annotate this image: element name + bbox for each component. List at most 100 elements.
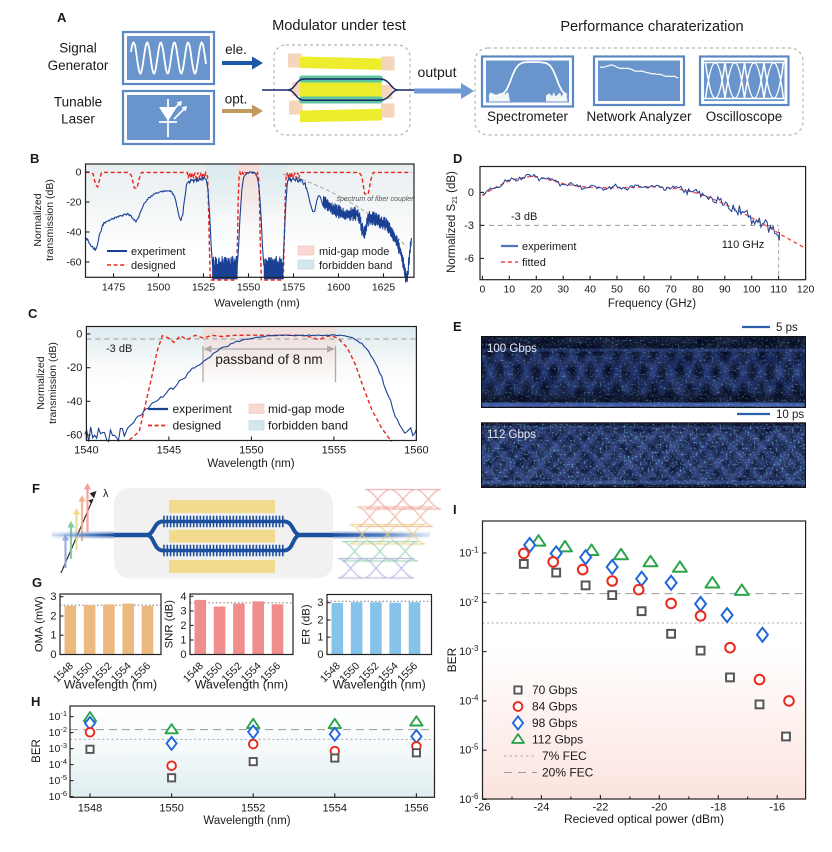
svg-text:1475: 1475: [102, 281, 126, 293]
svg-text:D: D: [453, 151, 462, 166]
svg-text:1550: 1550: [237, 281, 261, 293]
svg-text:-60: -60: [66, 257, 81, 269]
svg-text:70 Gbps: 70 Gbps: [532, 683, 577, 697]
svg-text:80: 80: [692, 284, 704, 296]
svg-text:100: 100: [743, 284, 761, 296]
svg-text:1548: 1548: [78, 802, 102, 814]
svg-text:E: E: [453, 319, 462, 334]
svg-text:2: 2: [50, 611, 56, 623]
svg-text:forbidden band: forbidden band: [268, 419, 348, 433]
svg-text:1525: 1525: [192, 281, 216, 293]
svg-text:3: 3: [180, 605, 186, 617]
svg-text:20: 20: [530, 284, 542, 296]
svg-text:transmission (dB): transmission (dB): [44, 179, 56, 261]
svg-text:experiment: experiment: [522, 241, 576, 253]
svg-text:passband of 8 nm: passband of 8 nm: [215, 352, 322, 367]
svg-text:Signal: Signal: [59, 41, 97, 56]
svg-text:0: 0: [180, 649, 186, 661]
svg-text:Spectrometer: Spectrometer: [487, 109, 569, 124]
svg-text:ele.: ele.: [225, 42, 247, 57]
svg-text:Laser: Laser: [61, 112, 95, 127]
svg-text:spectrum of fiber coupler: spectrum of fiber coupler: [336, 196, 414, 203]
svg-text:1500: 1500: [147, 281, 171, 293]
svg-text:Wavelength (nm): Wavelength (nm): [64, 678, 157, 692]
svg-text:-24: -24: [533, 802, 549, 814]
svg-text:7% FEC: 7% FEC: [542, 749, 587, 763]
svg-text:1: 1: [50, 630, 56, 642]
svg-text:ER (dB): ER (dB): [301, 604, 313, 644]
svg-text:3: 3: [317, 597, 323, 609]
svg-text:1575: 1575: [282, 281, 306, 293]
svg-text:BER: BER: [31, 739, 43, 763]
svg-text:0: 0: [50, 649, 56, 661]
svg-text:output: output: [418, 64, 457, 80]
svg-text:opt.: opt.: [225, 92, 248, 107]
svg-text:-22: -22: [592, 802, 608, 814]
svg-text:designed: designed: [131, 260, 176, 272]
svg-text:1556: 1556: [404, 802, 428, 814]
svg-text:-3: -3: [464, 220, 474, 232]
svg-text:2: 2: [180, 620, 186, 632]
svg-text:SNR (dB): SNR (dB): [164, 600, 176, 649]
svg-text:-20: -20: [66, 197, 81, 209]
svg-text:-20: -20: [651, 802, 667, 814]
svg-text:10 ps: 10 ps: [776, 409, 804, 421]
svg-text:40: 40: [584, 284, 596, 296]
svg-text:designed: designed: [173, 419, 222, 433]
svg-text:112 Gbps: 112 Gbps: [532, 733, 583, 747]
svg-text:1555: 1555: [322, 445, 346, 457]
svg-text:1550: 1550: [159, 802, 183, 814]
svg-text:30: 30: [557, 284, 569, 296]
svg-text:forbidden band: forbidden band: [319, 260, 392, 272]
svg-text:112 Gbps: 112 Gbps: [487, 429, 536, 441]
svg-text:Frequency (GHz): Frequency (GHz): [608, 298, 696, 310]
svg-text:-18: -18: [710, 802, 726, 814]
svg-text:Wavelength (nm): Wavelength (nm): [214, 298, 300, 310]
svg-text:0: 0: [317, 649, 323, 661]
svg-text:1545: 1545: [157, 445, 181, 457]
svg-text:Wavelength (nm): Wavelength (nm): [195, 678, 288, 692]
svg-text:10: 10: [503, 284, 515, 296]
svg-text:Normalized S21 (dB): Normalized S21 (dB): [446, 171, 459, 273]
svg-text:Generator: Generator: [48, 58, 109, 73]
svg-text:I: I: [453, 502, 457, 517]
svg-text:5 ps: 5 ps: [776, 322, 798, 334]
svg-text:0: 0: [76, 329, 82, 341]
svg-text:110: 110: [770, 284, 787, 296]
svg-text:experiment: experiment: [173, 402, 233, 416]
svg-text:1625: 1625: [372, 281, 396, 293]
svg-text:Oscilloscope: Oscilloscope: [706, 109, 783, 124]
svg-text:-6: -6: [464, 253, 474, 265]
svg-text:0: 0: [479, 284, 485, 296]
svg-text:3: 3: [50, 591, 56, 603]
svg-text:C: C: [28, 306, 38, 321]
svg-text:Wavelength (nm): Wavelength (nm): [333, 678, 426, 692]
svg-text:1560: 1560: [404, 445, 428, 457]
svg-text:70: 70: [665, 284, 677, 296]
svg-text:2: 2: [317, 615, 323, 627]
svg-text:transmission (dB): transmission (dB): [47, 342, 59, 424]
svg-text:1550: 1550: [239, 445, 263, 457]
svg-text:Performance charaterization: Performance charaterization: [560, 19, 743, 35]
svg-text:BER: BER: [445, 647, 459, 672]
svg-text:1554: 1554: [323, 802, 347, 814]
svg-text:-40: -40: [66, 227, 81, 239]
svg-text:mid-gap mode: mid-gap mode: [319, 246, 389, 258]
svg-text:H: H: [31, 694, 40, 709]
svg-text:-3 dB: -3 dB: [511, 211, 537, 223]
svg-text:98 Gbps: 98 Gbps: [532, 716, 577, 730]
svg-text:-26: -26: [475, 802, 491, 814]
svg-text:F: F: [32, 481, 40, 496]
svg-text:-20: -20: [66, 362, 82, 374]
svg-text:B: B: [30, 151, 39, 166]
svg-text:A: A: [57, 10, 67, 25]
svg-text:-60: -60: [66, 430, 82, 442]
svg-text:experiment: experiment: [131, 246, 185, 258]
svg-text:mid-gap mode: mid-gap mode: [268, 402, 345, 416]
svg-text:-3 dB: -3 dB: [106, 343, 132, 355]
svg-text:110 GHz: 110 GHz: [722, 239, 765, 251]
svg-text:100 Gbps: 100 Gbps: [487, 343, 537, 355]
svg-text:-16: -16: [769, 802, 785, 814]
svg-text:60: 60: [638, 284, 650, 296]
svg-text:20% FEC: 20% FEC: [542, 766, 594, 780]
